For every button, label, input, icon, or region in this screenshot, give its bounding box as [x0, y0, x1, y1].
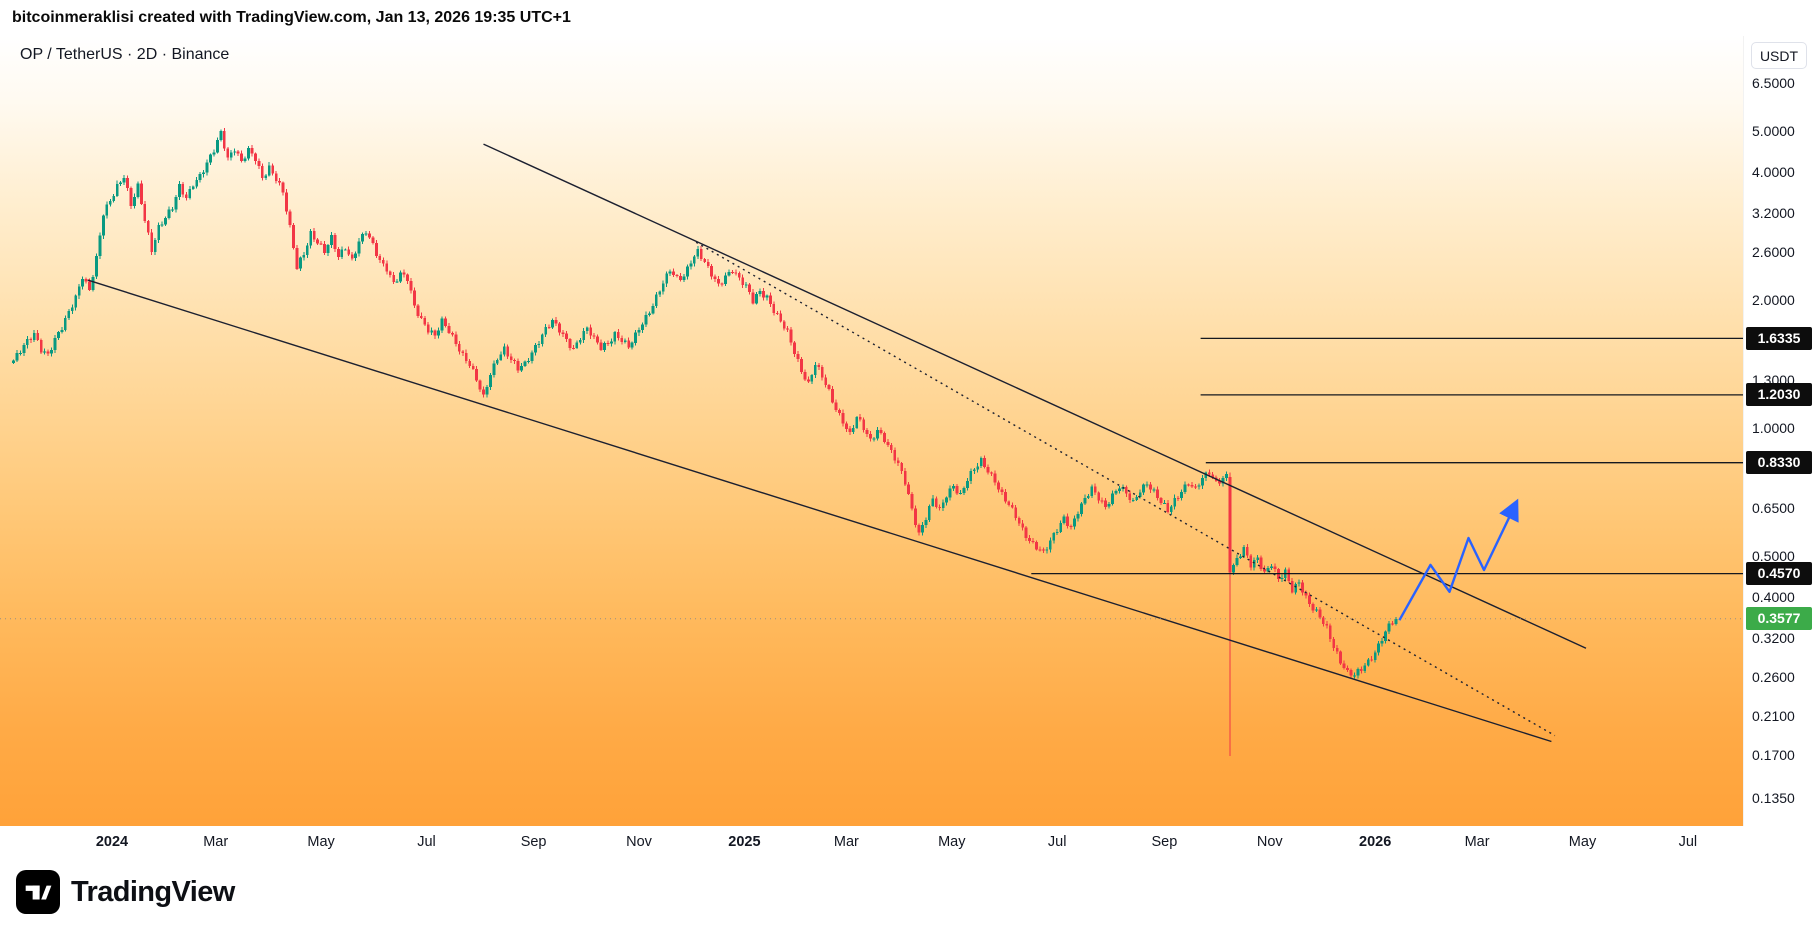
price-tick-0.3200: 0.3200: [1752, 630, 1795, 647]
price-tick-1.0000: 1.0000: [1752, 420, 1795, 436]
time-label-Nov: Nov: [1256, 834, 1283, 850]
time-label-Jul: Jul: [1678, 834, 1698, 850]
price-tick-0.2600: 0.2600: [1752, 668, 1795, 685]
chart-area: OP / TetherUS · 2D · Binance USDT 6.5000…: [0, 36, 1814, 858]
time-label-Nov: Nov: [626, 834, 652, 850]
price-tick-0.2100: 0.2100: [1752, 708, 1795, 725]
time-label-2026: 2026: [1359, 834, 1392, 850]
price-tick-0.1350: 0.1350: [1752, 789, 1795, 806]
price-tick-5.0000: 5.0000: [1752, 122, 1795, 139]
price-badge-1.2030: 1.2030: [1746, 383, 1812, 407]
price-tick-2.6000: 2.6000: [1752, 243, 1795, 260]
attribution-text: bitcoinmeraklisi created with TradingVie…: [12, 9, 571, 26]
price-axis[interactable]: USDT 6.5000 5.0000 4.0000 3.2000 2.6000 2.000…: [1743, 36, 1814, 826]
time-label-2025: 2025: [728, 834, 761, 850]
price-badge-0.4570: 0.4570: [1746, 562, 1812, 586]
time-label-May: May: [1568, 834, 1597, 850]
candles-layer: [12, 127, 1398, 757]
price-tick-0.6500: 0.6500: [1752, 499, 1795, 516]
time-axis[interactable]: 2024 Mar May Jul Sep Nov 2025 Mar May Jul Sep Nov 20…: [0, 826, 1743, 858]
symbol-legend[interactable]: OP / TetherUS · 2D · Binance: [20, 46, 230, 63]
attribution-bar: bitcoinmeraklisi created with TradingVie…: [0, 0, 1814, 36]
price-tick-0.1700: 0.1700: [1752, 747, 1795, 764]
time-label-Mar: Mar: [1464, 834, 1490, 850]
price-tick-0.5000: 0.5000: [1752, 548, 1795, 564]
projection-arrow[interactable]: [1398, 498, 1519, 621]
currency-toggle[interactable]: USDT: [1751, 42, 1807, 69]
tradingview-wordmark[interactable]: TradingView: [71, 875, 235, 908]
channel-upper-trendline[interactable]: [483, 143, 1587, 649]
price-tick-2.0000: 2.0000: [1752, 292, 1795, 308]
price-badge-1.6335: 1.6335: [1746, 326, 1812, 350]
time-label-2024: 2024: [95, 834, 129, 850]
channel-lower-trendline[interactable]: [87, 279, 1552, 743]
price-tick-6.5000: 6.5000: [1752, 74, 1795, 91]
time-label-Mar: Mar: [833, 834, 859, 850]
time-label-Jul: Jul: [1047, 834, 1067, 850]
time-label-May: May: [938, 834, 966, 850]
price-badge-0.8330: 0.8330: [1746, 451, 1812, 475]
chart-plot-area[interactable]: OP / TetherUS · 2D · Binance: [0, 36, 1743, 826]
footer-bar: TradingView: [0, 858, 1814, 926]
time-label-Mar: Mar: [203, 834, 229, 850]
axis-corner: [1743, 826, 1814, 858]
tradingview-logo-icon[interactable]: [16, 870, 60, 914]
time-label-May: May: [307, 834, 335, 850]
drawings-layer[interactable]: [0, 143, 1743, 743]
price-badge-0.3577: 0.3577: [1746, 607, 1812, 631]
chart-canvas: [0, 127, 1743, 757]
price-tick-3.2000: 3.2000: [1752, 205, 1795, 222]
time-label-Sep: Sep: [1151, 834, 1178, 850]
price-tick-0.4000: 0.4000: [1752, 589, 1795, 606]
price-tick-4.0000: 4.0000: [1752, 164, 1795, 181]
time-label-Jul: Jul: [417, 834, 436, 850]
time-label-Sep: Sep: [520, 834, 547, 850]
